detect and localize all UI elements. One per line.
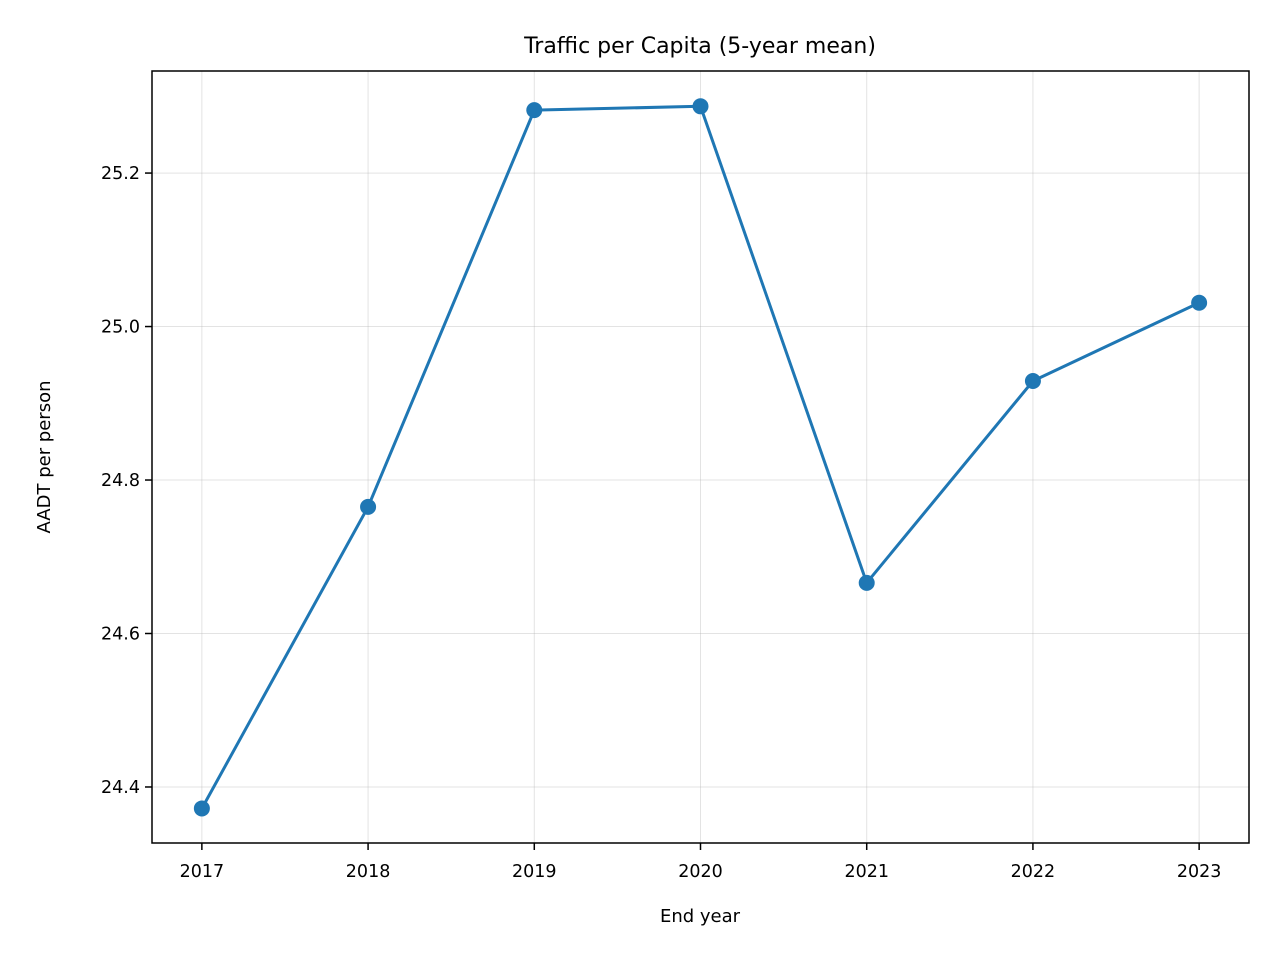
grid bbox=[152, 71, 1249, 843]
y-tick-label: 24.6 bbox=[101, 625, 140, 645]
y-tick-label: 24.8 bbox=[101, 471, 140, 491]
x-tick-label: 2020 bbox=[678, 862, 723, 882]
y-axis-label: AADT per person bbox=[34, 380, 55, 533]
x-tick-label: 2023 bbox=[1177, 862, 1222, 882]
x-tick-label: 2018 bbox=[346, 862, 391, 882]
data-point-marker bbox=[193, 800, 210, 817]
x-axis-label: End year bbox=[660, 906, 741, 927]
y-tick-label: 25.2 bbox=[101, 164, 140, 184]
y-tick-label: 24.4 bbox=[101, 778, 140, 798]
data-point-marker bbox=[1191, 294, 1208, 311]
x-tick-label: 2021 bbox=[844, 862, 889, 882]
data-point-marker bbox=[1024, 373, 1041, 390]
series-line-group bbox=[193, 98, 1208, 817]
data-point-marker bbox=[692, 98, 709, 115]
chart-title: Traffic per Capita (5-year mean) bbox=[523, 34, 876, 59]
y-tick-label: 25.0 bbox=[101, 318, 140, 338]
x-tick-label: 2019 bbox=[512, 862, 557, 882]
y-axis: 24.4 24.6 24.8 25.0 25.2 bbox=[101, 164, 152, 798]
x-tick-label: 2022 bbox=[1011, 862, 1056, 882]
data-point-marker bbox=[360, 498, 377, 515]
data-point-marker bbox=[526, 102, 543, 119]
x-axis: 2017 2018 2019 2020 2021 2022 2023 bbox=[180, 843, 1222, 882]
data-point-marker bbox=[858, 574, 875, 591]
x-tick-label: 2017 bbox=[180, 862, 225, 882]
